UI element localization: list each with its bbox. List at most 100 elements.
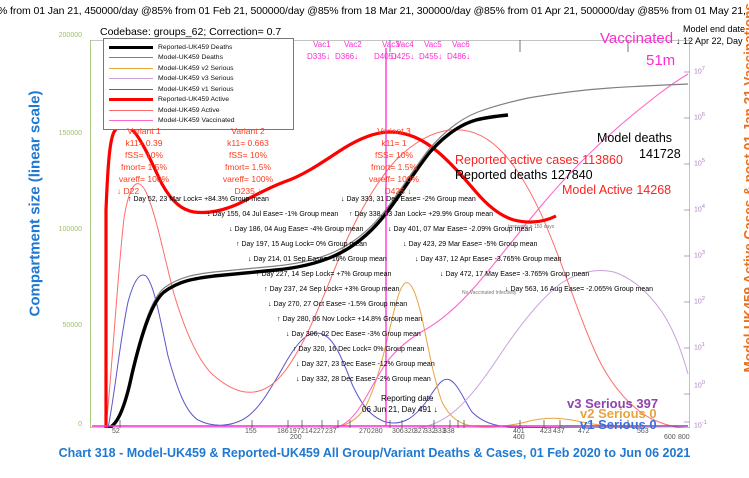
variant-1-vareff: vareff= 100% (118, 174, 170, 184)
annotation-day-327: ↓ Day 327, 23 Dec Ease= -12% Group mean (296, 361, 435, 368)
y-tick-right-6: 106 (694, 112, 706, 122)
legend-item-v1-serious[interactable]: Model-UK459 v1 Serious (106, 84, 291, 95)
v1-serious-callout: v1 Serious 0 (580, 417, 657, 432)
legend-swatch (109, 88, 153, 90)
reporting-date-value: 06 Jun 21, Day 491 ↓ (362, 405, 438, 414)
annotation-day-197: ↑ Day 197, 15 Aug Lock= 0% Group mean (236, 241, 367, 248)
series-reported-deaths (107, 113, 509, 428)
x-tick-600: 600 (664, 434, 676, 441)
vac-marker-4-name: Vac4 (396, 40, 414, 49)
series-reported-active (104, 123, 557, 428)
no-vaccinated-infectivity-note: No Vaccinated Infectivity (462, 290, 517, 296)
y-tick-right-5: 105 (694, 158, 706, 168)
immunity-note: Immunity = 150 days (508, 224, 555, 230)
legend-label: Reported-UK459 Deaths (158, 43, 233, 51)
legend-swatch (109, 78, 153, 80)
x-tick-472: 472 (578, 428, 590, 435)
annotation-day-320: ↑ Day 320, 16 Dec Lock= 0% Group mean (293, 346, 425, 353)
legend-item-model-deaths[interactable]: Model-UK459 Deaths (106, 53, 291, 64)
variant-3-k11: k11= 1 (381, 138, 407, 148)
vac-marker-1-name: Vac1 (313, 40, 331, 49)
model-end-date-label: Model end date (683, 24, 746, 34)
series-v2-serious (108, 282, 689, 428)
variant-3-fmort: fmort= 1.5% (370, 162, 418, 172)
annotation-day-280: ↑ Day 280, 06 Nov Lock= +14.8% Group mea… (277, 316, 423, 323)
annotation-day-332: ↓ Day 332, 28 Dec Ease= -2% Group mean (296, 376, 431, 383)
legend-item-reported-deaths[interactable]: Reported-UK459 Deaths (106, 42, 291, 53)
v3-serious-callout: v3 Serious 397 (567, 396, 659, 411)
annotation-day-270: ↓ Day 270, 27 Oct Ease= -1.5% Group mean (268, 301, 408, 308)
variant-2-fss: fSS= 10% (228, 150, 268, 160)
y-tick-right-3: 103 (694, 250, 706, 260)
series-vaccinated (108, 73, 689, 428)
annotation-day-563: ↓ Day 563, 16 Aug Ease= -2.065% Group me… (505, 286, 654, 293)
legend-label: Reported-UK459 Active (158, 96, 230, 104)
variant-2-k11: k11= 0.663 (227, 138, 269, 148)
chart-plot-area (90, 40, 690, 428)
model-deaths-callout-label: Model deaths (597, 131, 673, 145)
x-tick-227: 227 (313, 428, 325, 435)
legend-swatch (109, 98, 153, 102)
variant-2-vareff: vareff= 100% (222, 174, 274, 184)
annotation-day-237: ↑ Day 237, 24 Sep Lock= +3% Group mean (264, 286, 400, 293)
legend-item-v3-serious[interactable]: Model-UK459 v3 Serious (106, 74, 291, 85)
series-v1-serious (107, 274, 689, 428)
model-end-date-value: ↓ 12 Apr 22, Day (676, 36, 743, 46)
legend-swatch (109, 45, 153, 49)
y-tick-right-m1: 10-1 (694, 420, 707, 430)
x-tick-400: 400 (513, 434, 525, 441)
model-active-callout: Model Active 14268 (562, 183, 672, 197)
vac-marker-6-day: D486↓ (447, 52, 471, 61)
y-tick-right-0: 100 (694, 380, 706, 390)
variant-1-title: Variant 1 (127, 126, 161, 136)
y-axis-left-title: Compartment size (linear scale) (26, 90, 44, 317)
chart-title: Chart 318 - Model-UK459 & Reported-UK459… (58, 446, 691, 460)
reporting-date-label: Reporting date (381, 394, 434, 403)
variant-2-title: Variant 2 (231, 126, 265, 136)
x-tick-280: 280 (371, 428, 383, 435)
variant-3-day: D425 ↓ (384, 186, 412, 196)
variant-2-fmort: fmort= 1.5% (224, 162, 272, 172)
x-tick-200: 200 (290, 434, 302, 441)
vac-marker-2-day: D366↓ (335, 52, 359, 61)
annotation-day-227: ↑ Day 227, 14 Sep Lock= +7% Group mean (256, 271, 392, 278)
x-tick-338: 338 (443, 428, 455, 435)
variant-1-k11: k11= 0.39 (125, 138, 163, 148)
x-tick-306: 306 (392, 428, 404, 435)
legend-item-vaccinated[interactable]: Model-UK459 Vaccinated (106, 116, 291, 127)
codebase-label: Codebase: groups_62; Correction= 0.7 (100, 26, 282, 38)
legend-item-reported-active[interactable]: Reported-UK459 Active (106, 95, 291, 106)
x-tick-320: 320 (404, 428, 416, 435)
x-tick-800: 800 (678, 434, 690, 441)
y-tick-right-2: 102 (694, 296, 706, 306)
vac-marker-5-name: Vac5 (424, 40, 442, 49)
x-tick-197: 197 (289, 428, 301, 435)
y-tick-left-1: 50000 (62, 322, 82, 329)
vac-marker-3-name: Vac3 (382, 40, 400, 49)
annotation-day-333: ↓ Day 333, 31 Dec Ease= -2% Group mean (341, 196, 476, 203)
vac-marker-4-day: D425↓ (391, 52, 415, 61)
vac-marker-2-name: Vac2 (344, 40, 362, 49)
legend-label: Model-UK459 v3 Serious (158, 75, 234, 83)
legend-item-v2-serious[interactable]: Model-UK459 v2 Serious (106, 63, 291, 74)
vac-marker-3-day: D405↓ (374, 52, 398, 61)
legend-swatch (109, 109, 153, 111)
vaccinated-callout-label: Vaccinated (600, 30, 674, 47)
variant-1-fss: fSS= 10% (124, 150, 164, 160)
legend-label: Model-UK459 v2 Serious (158, 64, 234, 72)
legend-item-model-active[interactable]: Model-UK459 Active (106, 105, 291, 116)
vac-marker-5-day: D455↓ (419, 52, 443, 61)
x-tick-52: 52 (112, 428, 120, 435)
annotation-day-401: ↓ Day 401, 07 Mar Ease= -2.09% Group mea… (388, 226, 533, 233)
vaccinated-callout-value: 51m (646, 52, 676, 69)
y-tick-right-7: 107 (694, 66, 706, 76)
series-model-active (105, 129, 689, 428)
y-tick-right-4: 104 (694, 204, 706, 214)
annotation-day-338: ↑ Day 338, 03 Jan Lock= +29.9% Group mea… (349, 211, 493, 218)
y-tick-left-0: 0 (78, 421, 82, 428)
variant-3-title: Variant 3 (377, 126, 411, 136)
x-tick-214: 214 (301, 428, 313, 435)
annotation-day-52: ↑ Day 52, 23 Mar Lock= +84.3% Group mean (128, 196, 269, 203)
annotation-day-472: ↓ Day 472, 17 May Ease= -3.765% Group me… (440, 271, 590, 278)
y-axis-right-title: Model-UK459 Active Cases & post 01 Jan 2… (741, 0, 749, 373)
